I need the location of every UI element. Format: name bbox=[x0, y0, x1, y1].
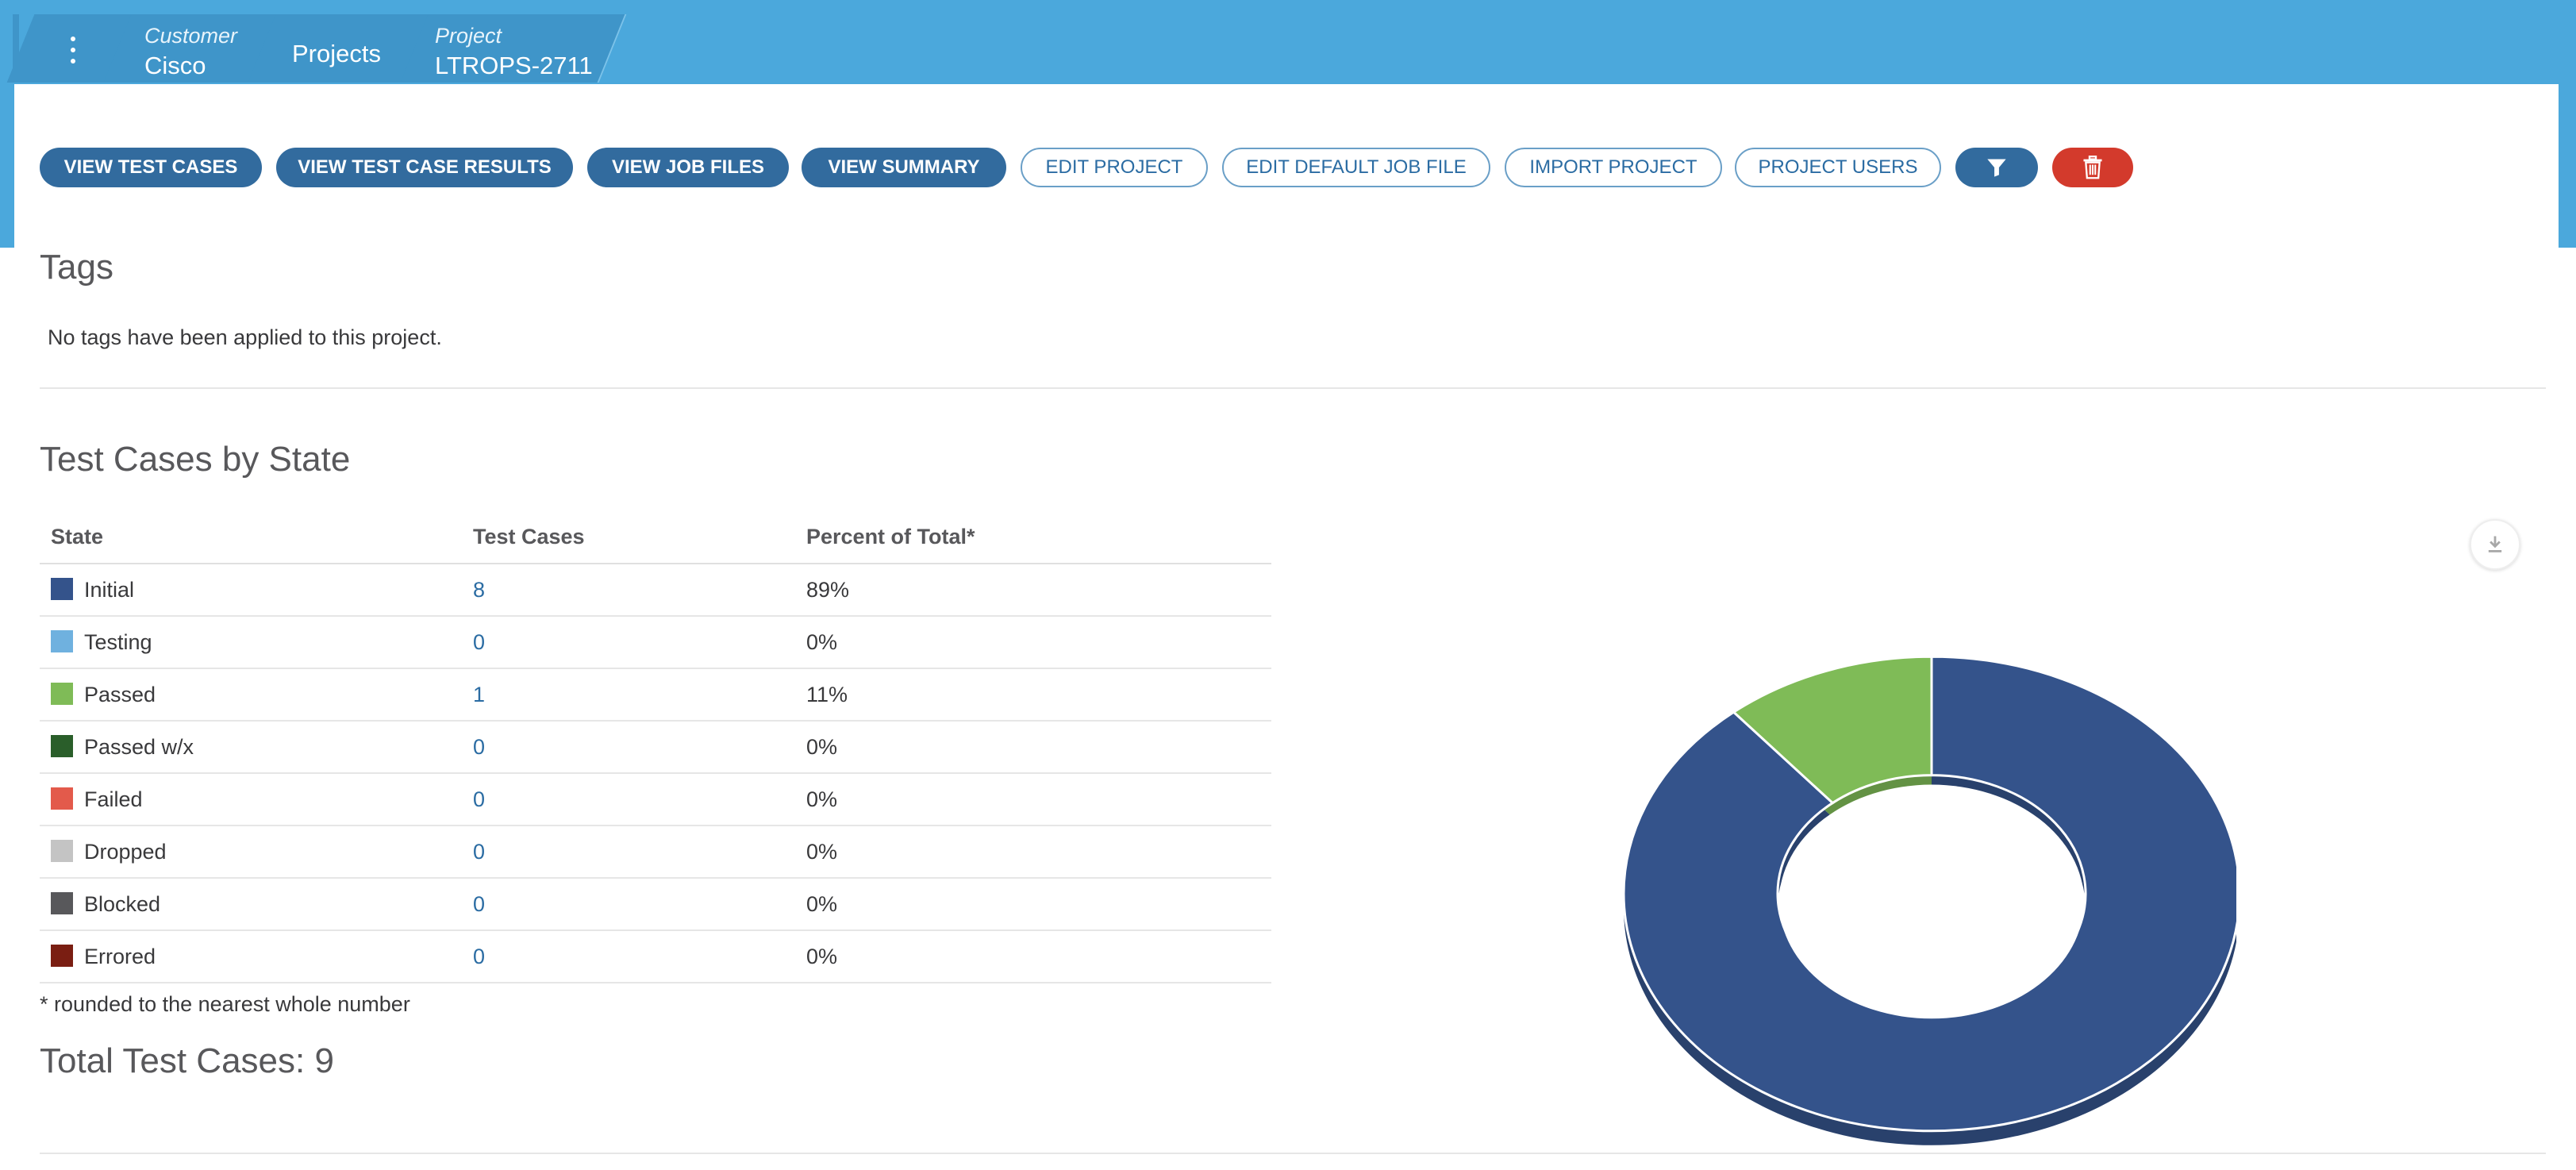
test-case-count-link[interactable]: 0 bbox=[473, 891, 486, 916]
breadcrumb-project[interactable]: Project LTROPS-2711 bbox=[435, 24, 593, 92]
table-row: Dropped 0 0% bbox=[40, 826, 1271, 879]
donut-slice-passed[interactable] bbox=[1732, 655, 1933, 805]
state-cell: Initial bbox=[40, 564, 462, 617]
state-column-header: State bbox=[40, 511, 462, 564]
state-cell: Passed w/x bbox=[40, 721, 462, 774]
table-row: Failed 0 0% bbox=[40, 773, 1271, 826]
state-color-swatch bbox=[51, 578, 73, 601]
delete-project-button[interactable] bbox=[2052, 148, 2133, 187]
state-cell: Failed bbox=[40, 773, 462, 826]
state-label: Errored bbox=[84, 944, 156, 968]
percent-cell: 89% bbox=[795, 564, 1271, 617]
breadcrumb-customer[interactable]: Customer Cisco bbox=[144, 24, 237, 92]
test-case-count-link[interactable]: 8 bbox=[473, 577, 486, 602]
state-label: Dropped bbox=[84, 839, 167, 864]
state-label: Blocked bbox=[84, 891, 161, 916]
table-row: Errored 0 0% bbox=[40, 930, 1271, 983]
percent-cell: 0% bbox=[795, 930, 1271, 983]
state-color-swatch bbox=[51, 892, 73, 915]
percent-cell: 11% bbox=[795, 668, 1271, 722]
edit-default-job-file-button[interactable]: EDIT DEFAULT JOB FILE bbox=[1222, 148, 1490, 187]
main-content: VIEW TEST CASES VIEW TEST CASE RESULTS V… bbox=[14, 84, 2559, 1170]
table-header-row: State Test Cases Percent of Total* bbox=[40, 511, 1271, 564]
test-cases-column-header: Test Cases bbox=[462, 511, 795, 564]
table-row: Initial 8 89% bbox=[40, 564, 1271, 617]
state-color-swatch bbox=[51, 735, 73, 758]
kebab-menu-icon[interactable] bbox=[67, 37, 79, 64]
percent-cell: 0% bbox=[795, 826, 1271, 879]
donut-hole bbox=[1779, 784, 2084, 1019]
edit-project-button[interactable]: EDIT PROJECT bbox=[1021, 148, 1208, 187]
state-color-swatch bbox=[51, 840, 73, 863]
percent-column-header: Percent of Total* bbox=[795, 511, 1271, 564]
state-label: Initial bbox=[84, 577, 135, 602]
tags-heading: Tags bbox=[40, 248, 113, 287]
percent-cell: 0% bbox=[795, 773, 1271, 826]
state-color-swatch bbox=[51, 945, 73, 968]
state-cell: Passed bbox=[40, 668, 462, 722]
total-test-cases: Total Test Cases: 9 bbox=[40, 1041, 334, 1080]
percent-cell: 0% bbox=[795, 878, 1271, 931]
state-color-swatch bbox=[51, 683, 73, 706]
percent-cell: 0% bbox=[795, 721, 1271, 774]
test-cases-by-state-heading: Test Cases by State bbox=[40, 440, 351, 479]
breadcrumb-project-value: LTROPS-2711 bbox=[435, 52, 593, 79]
state-table: State Test Cases Percent of Total* Initi… bbox=[40, 511, 1271, 983]
count-cell: 0 bbox=[462, 878, 795, 931]
state-color-swatch bbox=[51, 630, 73, 653]
state-color-swatch bbox=[51, 787, 73, 810]
table-row: Testing 0 0% bbox=[40, 616, 1271, 669]
test-case-count-link[interactable]: 0 bbox=[473, 629, 486, 654]
filter-icon bbox=[1987, 159, 2006, 177]
no-tags-message: No tags have been applied to this projec… bbox=[48, 325, 442, 349]
view-test-case-results-button[interactable]: VIEW TEST CASE RESULTS bbox=[276, 148, 573, 187]
download-icon bbox=[2488, 536, 2502, 552]
state-label: Failed bbox=[84, 787, 143, 811]
state-label: Passed w/x bbox=[84, 734, 194, 759]
test-case-count-link[interactable]: 1 bbox=[473, 682, 486, 706]
rounding-footnote: * rounded to the nearest whole number bbox=[40, 992, 410, 1016]
view-test-cases-button[interactable]: VIEW TEST CASES bbox=[40, 148, 262, 187]
count-cell: 0 bbox=[462, 616, 795, 669]
breadcrumb-projects-label: Projects bbox=[292, 40, 381, 67]
table-row: Passed w/x 0 0% bbox=[40, 721, 1271, 774]
count-cell: 8 bbox=[462, 564, 795, 617]
breadcrumb-customer-value: Cisco bbox=[144, 52, 206, 79]
import-project-button[interactable]: IMPORT PROJECT bbox=[1505, 148, 1722, 187]
state-cell: Dropped bbox=[40, 826, 462, 879]
section-divider bbox=[40, 387, 2546, 389]
state-cell: Errored bbox=[40, 930, 462, 983]
count-cell: 0 bbox=[462, 930, 795, 983]
breadcrumb-projects[interactable]: Projects bbox=[292, 37, 381, 105]
table-row: Passed 1 11% bbox=[40, 668, 1271, 722]
test-case-count-link[interactable]: 0 bbox=[473, 839, 486, 864]
breadcrumb-project-label: Project bbox=[435, 24, 502, 48]
count-cell: 0 bbox=[462, 826, 795, 879]
breadcrumb-customer-label: Customer bbox=[144, 24, 238, 48]
count-cell: 0 bbox=[462, 721, 795, 774]
state-donut-chart bbox=[1622, 655, 2236, 1145]
table-row: Blocked 0 0% bbox=[40, 878, 1271, 931]
view-job-files-button[interactable]: VIEW JOB FILES bbox=[587, 148, 789, 187]
download-chart-button[interactable] bbox=[2470, 519, 2520, 570]
section-divider-bottom bbox=[40, 1153, 2546, 1154]
state-label: Passed bbox=[84, 682, 156, 706]
project-users-button[interactable]: PROJECT USERS bbox=[1735, 148, 1941, 187]
view-summary-button[interactable]: VIEW SUMMARY bbox=[802, 148, 1006, 187]
trash-icon bbox=[2083, 156, 2102, 179]
test-case-count-link[interactable]: 0 bbox=[473, 787, 486, 811]
state-cell: Blocked bbox=[40, 878, 462, 931]
percent-cell: 0% bbox=[795, 616, 1271, 669]
count-cell: 0 bbox=[462, 773, 795, 826]
test-case-count-link[interactable]: 0 bbox=[473, 734, 486, 759]
state-label: Testing bbox=[84, 629, 152, 654]
state-cell: Testing bbox=[40, 616, 462, 669]
filter-button[interactable] bbox=[1955, 148, 2038, 187]
count-cell: 1 bbox=[462, 668, 795, 722]
test-case-count-link[interactable]: 0 bbox=[473, 944, 486, 968]
breadcrumb: Customer Cisco Projects Project LTROPS-2… bbox=[6, 14, 632, 83]
